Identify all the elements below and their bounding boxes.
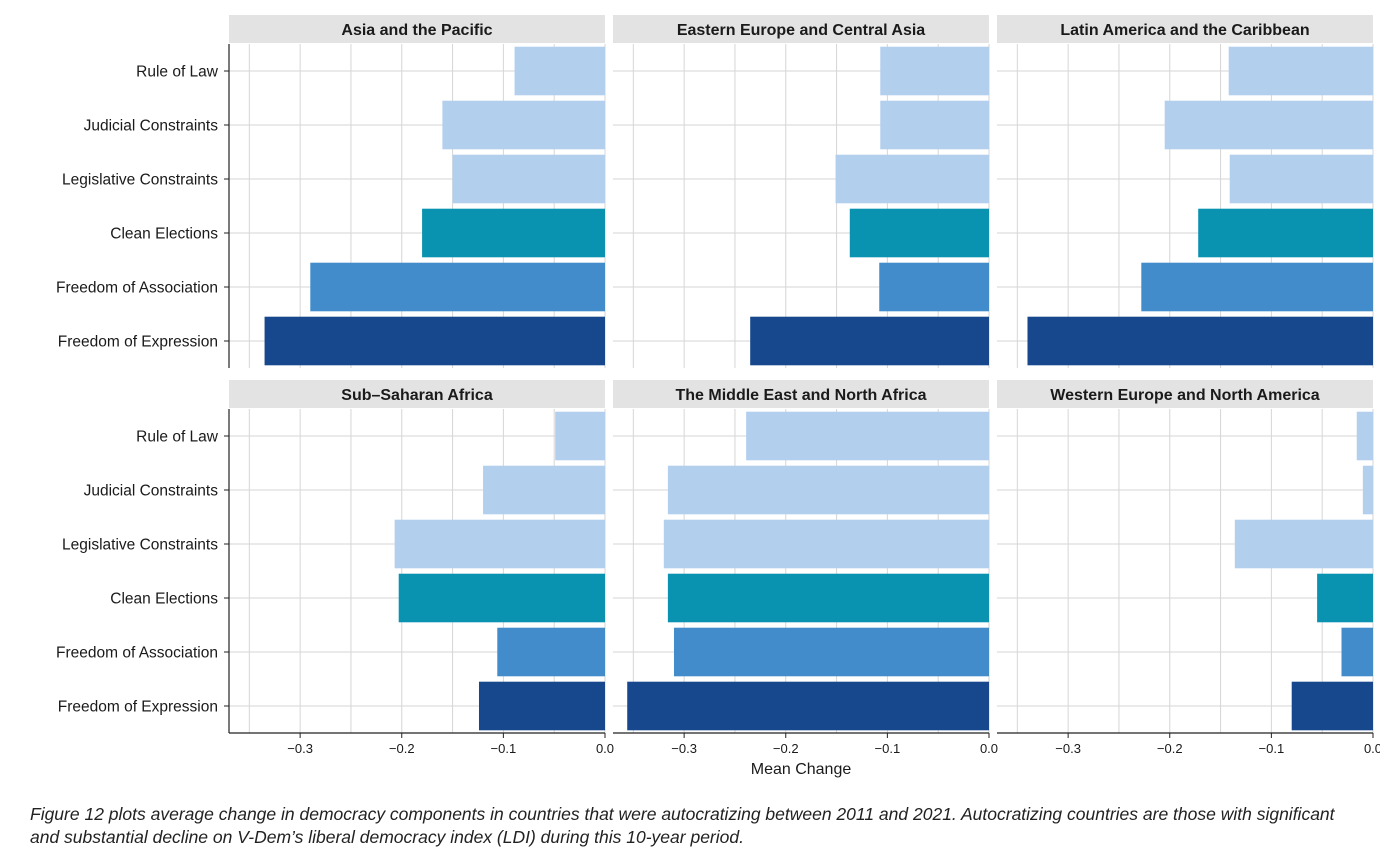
bar <box>452 154 605 204</box>
x-axis-title: Mean Change <box>751 761 852 778</box>
x-tick-label: −0.1 <box>875 741 901 756</box>
bar <box>880 100 989 150</box>
bar <box>1198 208 1373 258</box>
bar <box>1229 154 1373 204</box>
faceted-bar-chart: Asia and the Pacific Rule of Law Judicial … <box>56 15 1380 778</box>
facet-panel: The Middle East and North Africa −0.3 −0.2… <box>613 380 998 756</box>
bar <box>1141 262 1373 312</box>
facet-strip <box>229 380 605 408</box>
x-tick-label: −0.1 <box>1259 741 1285 756</box>
facet-title: Sub–Saharan Africa <box>341 387 493 404</box>
category-label: Legislative Constraints <box>62 537 218 554</box>
facet-panel: Latin America and the Caribbean <box>997 15 1374 368</box>
category-label: Clean Elections <box>110 226 218 243</box>
bar <box>1341 627 1373 677</box>
category-label: Judicial Constraints <box>84 483 219 500</box>
category-label: Freedom of Association <box>56 645 218 662</box>
bar <box>1228 46 1373 96</box>
category-label: Rule of Law <box>136 429 219 446</box>
bar <box>1027 316 1373 366</box>
facet-title: Asia and the Pacific <box>341 22 492 39</box>
x-tick-label: −0.2 <box>1157 741 1183 756</box>
bar <box>849 208 989 258</box>
bar <box>746 411 989 461</box>
facet-strip <box>229 15 605 43</box>
bar <box>627 681 989 731</box>
category-label: Freedom of Expression <box>58 334 218 351</box>
x-tick-label: −0.1 <box>491 741 517 756</box>
bar <box>750 316 989 366</box>
bar <box>394 519 605 569</box>
category-label: Judicial Constraints <box>84 118 219 135</box>
category-label: Legislative Constraints <box>62 172 218 189</box>
facet-title: Western Europe and North America <box>1050 387 1319 404</box>
facet-panel: Asia and the Pacific Rule of Law Judicial … <box>56 15 606 368</box>
category-label: Freedom of Association <box>56 280 218 297</box>
figure-caption: Figure 12 plots average change in democr… <box>30 804 1335 847</box>
bar <box>1164 100 1373 150</box>
facet-strip <box>613 15 989 43</box>
facet-title: The Middle East and North Africa <box>676 387 927 404</box>
facet-strip <box>997 15 1373 43</box>
bar <box>1362 465 1373 515</box>
bar <box>442 100 605 150</box>
bar <box>1234 519 1373 569</box>
bar <box>663 519 989 569</box>
category-label: Freedom of Expression <box>58 699 218 716</box>
bar <box>880 46 989 96</box>
x-tick-label: −0.2 <box>773 741 799 756</box>
x-tick-label: 0.0 <box>596 741 614 756</box>
bar <box>1291 681 1373 731</box>
x-tick-label: −0.3 <box>287 741 313 756</box>
chart-canvas: Asia and the Pacific Rule of Law Judicial … <box>56 15 1380 778</box>
bar <box>422 208 605 258</box>
facet-title: Eastern Europe and Central Asia <box>677 22 925 39</box>
facet-panel: Sub–Saharan Africa Rule of Law Judicial Co… <box>56 380 614 756</box>
bar <box>555 411 605 461</box>
bar <box>667 573 989 623</box>
bar <box>264 316 605 366</box>
bar <box>879 262 989 312</box>
x-tick-label: 0.0 <box>1364 741 1380 756</box>
x-tick-label: −0.2 <box>389 741 415 756</box>
bar <box>667 465 989 515</box>
category-label: Rule of Law <box>136 64 219 81</box>
x-tick-label: −0.3 <box>1055 741 1081 756</box>
bar <box>310 262 605 312</box>
x-tick-label: 0.0 <box>980 741 998 756</box>
facet-panel: Western Europe and North America −0.3 −0.2… <box>997 380 1380 756</box>
bar <box>1356 411 1373 461</box>
bar <box>673 627 989 677</box>
bar <box>483 465 605 515</box>
facet-panel: Eastern Europe and Central Asia <box>613 15 990 368</box>
x-tick-label: −0.3 <box>671 741 697 756</box>
bar <box>1317 573 1373 623</box>
bar <box>398 573 605 623</box>
bar <box>478 681 605 731</box>
facet-title: Latin America and the Caribbean <box>1060 22 1309 39</box>
bar <box>514 46 605 96</box>
category-label: Clean Elections <box>110 591 218 608</box>
bar <box>497 627 605 677</box>
facet-strip <box>997 380 1373 408</box>
bar <box>835 154 989 204</box>
facet-strip <box>613 380 989 408</box>
